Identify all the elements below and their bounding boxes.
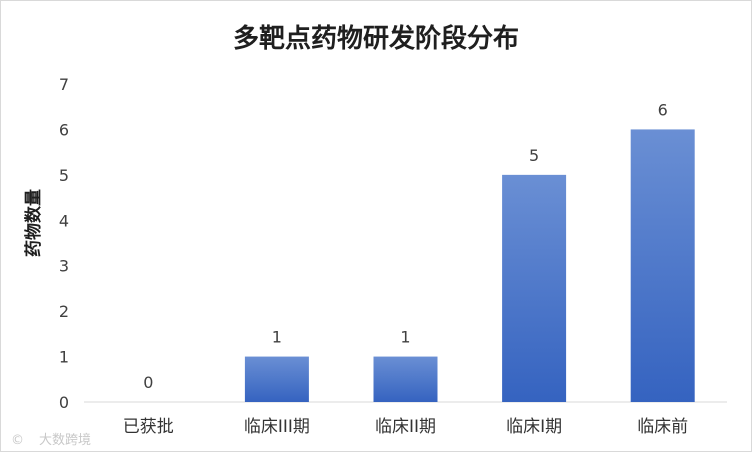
data-label: 0 (143, 373, 153, 392)
y-tick-label: 7 (59, 75, 69, 94)
y-tick-label: 1 (59, 348, 69, 367)
y-axis-label: 药物数量 (23, 189, 44, 257)
watermark: © 大数跨境 (11, 433, 91, 448)
x-axis-categories: 已获批 临床III期 临床II期 临床I期 临床前 (123, 417, 688, 437)
watermark-text: 大数跨境 (39, 433, 91, 448)
watermark-logo-icon: © (11, 433, 24, 448)
bar-series (244, 129, 695, 402)
x-tick-label: 临床III期 (244, 417, 310, 437)
y-tick-label: 6 (59, 120, 69, 139)
x-tick-label: 临床I期 (506, 417, 562, 437)
bar (502, 174, 567, 402)
data-labels: 0 1 1 5 6 (143, 100, 668, 392)
bar (373, 356, 438, 402)
y-tick-label: 4 (59, 211, 69, 230)
y-tick-label: 3 (59, 257, 69, 276)
bar (630, 129, 695, 402)
data-label: 1 (272, 328, 282, 347)
bar (244, 356, 309, 402)
x-tick-label: 临床II期 (375, 417, 436, 437)
y-tick-label: 5 (59, 166, 69, 185)
data-label: 6 (658, 100, 668, 119)
data-label: 1 (400, 328, 410, 347)
data-label: 5 (529, 146, 539, 165)
y-axis-ticks: 0 1 2 3 4 5 6 7 (59, 75, 69, 412)
y-tick-label: 2 (59, 302, 69, 321)
y-tick-label: 0 (59, 393, 69, 412)
x-tick-label: 已获批 (123, 417, 174, 437)
chart-title: 多靶点药物研发阶段分布 (233, 23, 519, 54)
x-tick-label: 临床前 (637, 417, 688, 437)
